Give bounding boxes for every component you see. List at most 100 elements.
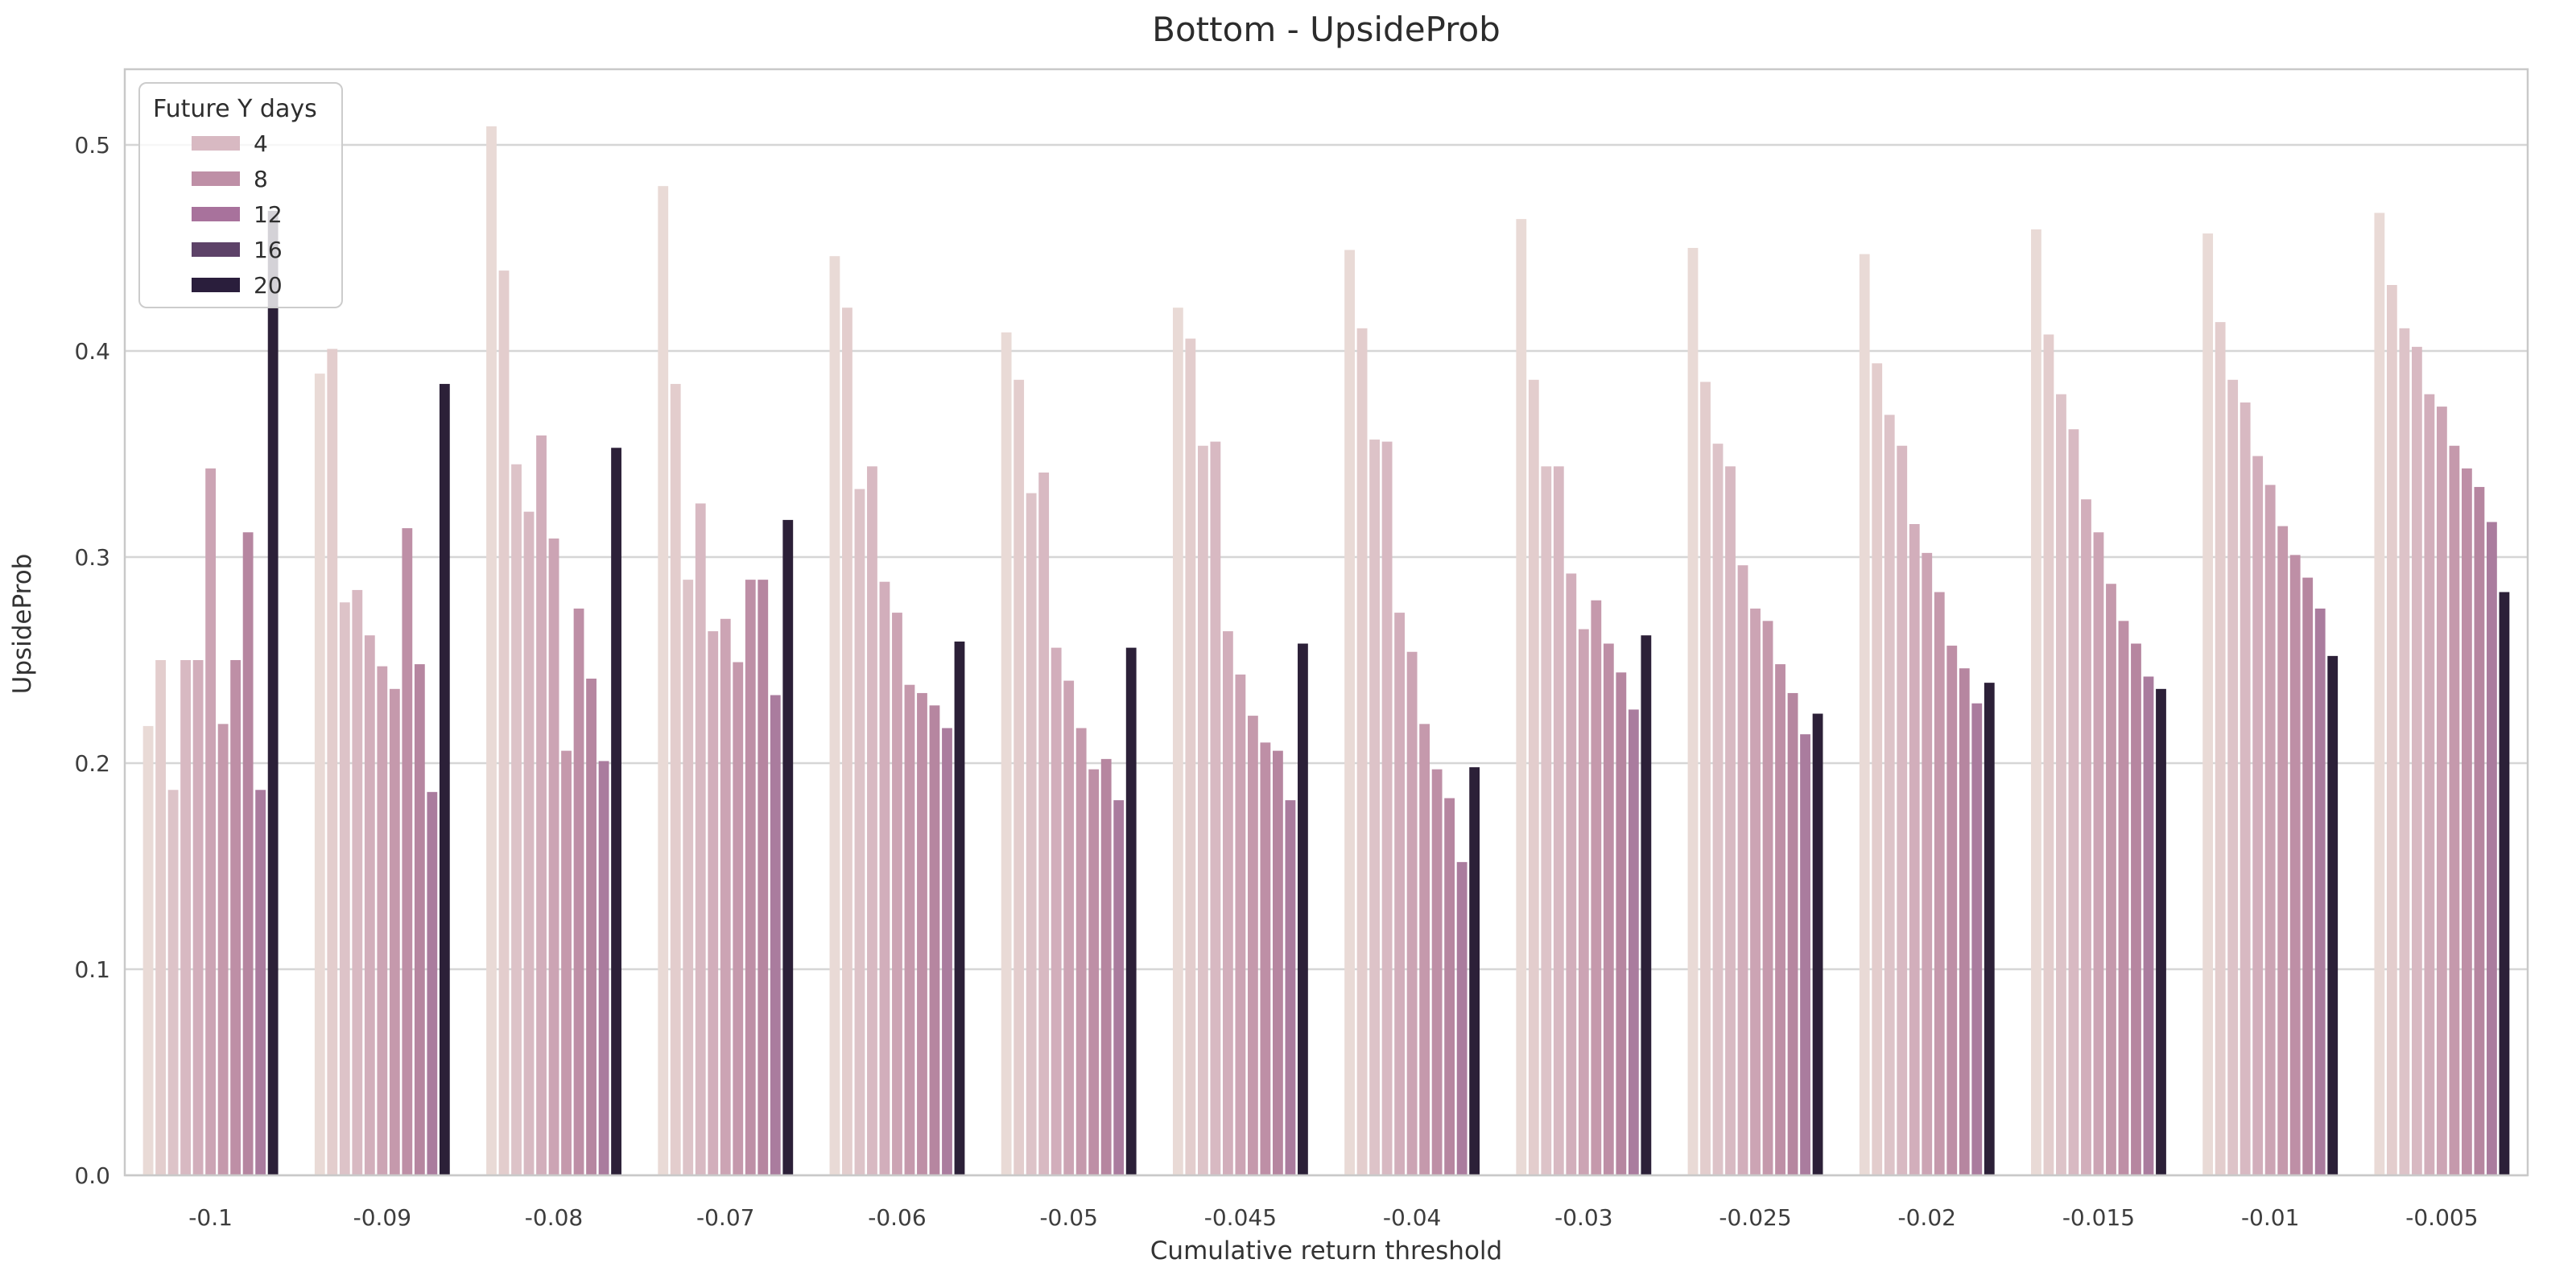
x-tick-label: -0.015 [2062, 1204, 2135, 1231]
bar [1369, 440, 1380, 1175]
bar [1628, 709, 1639, 1175]
bar [2289, 555, 2301, 1175]
bar [1419, 724, 1430, 1175]
legend-swatch [192, 242, 240, 257]
series-2 [155, 270, 2397, 1176]
bar [2131, 643, 2141, 1175]
bar [683, 580, 694, 1175]
bar [1235, 674, 1246, 1175]
bar [2118, 621, 2129, 1175]
bar [1431, 769, 1443, 1175]
bar [2277, 526, 2289, 1175]
legend-swatch [192, 207, 240, 221]
bar [205, 468, 217, 1175]
bar [1897, 445, 1908, 1175]
bar [314, 374, 325, 1175]
bar [1100, 758, 1112, 1175]
bar [1812, 713, 1823, 1175]
bar [1750, 608, 1761, 1175]
bar [523, 511, 535, 1175]
bar [1775, 664, 1785, 1175]
bar [782, 519, 794, 1175]
y-tick-labels: 0.0 0.1 0.2 0.3 0.4 0.5 [74, 132, 110, 1189]
bar [2436, 407, 2447, 1175]
bar [2374, 213, 2385, 1175]
bar [414, 664, 425, 1175]
bar [2106, 584, 2116, 1175]
bar [2327, 655, 2339, 1175]
legend-label: 8 [254, 166, 268, 192]
legend-swatch [192, 136, 240, 151]
x-tick-label: -0.09 [353, 1204, 411, 1231]
bar [327, 349, 338, 1175]
bar [611, 448, 621, 1175]
bar [2031, 229, 2041, 1175]
bar [954, 641, 965, 1175]
x-tick-label: -0.025 [1719, 1204, 1791, 1231]
bar [377, 666, 388, 1175]
legend-box [138, 82, 343, 308]
bar [2081, 499, 2091, 1175]
bar [180, 659, 191, 1175]
legend-label: 4 [254, 130, 268, 157]
bar [1013, 379, 1025, 1175]
bar [1344, 250, 1355, 1176]
bar [573, 608, 584, 1175]
bar [1469, 767, 1480, 1175]
bar [2411, 346, 2422, 1176]
y-tick-label: 0.4 [74, 338, 110, 365]
bar [1247, 716, 1258, 1175]
bar [1934, 592, 1945, 1175]
series-7 [217, 445, 2460, 1175]
bar [917, 692, 927, 1175]
bar [929, 705, 940, 1175]
bar [142, 725, 154, 1175]
plot-border [123, 68, 2529, 1177]
legend-label: 16 [254, 237, 283, 263]
bar [586, 679, 597, 1175]
bar [1787, 692, 1798, 1175]
y-tick-label: 0.2 [74, 750, 110, 777]
bar [548, 538, 559, 1175]
series-6 [205, 407, 2447, 1175]
series-5 [192, 394, 2435, 1176]
bar [1381, 441, 1393, 1175]
bar [1394, 613, 1406, 1175]
bar [1700, 382, 1711, 1175]
bar [1185, 338, 1196, 1175]
bar [2056, 394, 2066, 1176]
bar [2143, 676, 2154, 1175]
bar [942, 728, 952, 1175]
bar [658, 186, 669, 1175]
series-9 [242, 486, 2485, 1175]
bar [1884, 415, 1895, 1175]
x-tick-labels: -0.1 -0.09 -0.08 -0.07 -0.06 -0.05 -0.045 -0.04… [188, 1204, 2478, 1231]
bar [1859, 254, 1870, 1175]
y-axis-label: UpsideProb [8, 553, 37, 695]
bar [1687, 247, 1699, 1176]
y-tick-label: 0.1 [74, 956, 110, 983]
series-20 [267, 210, 2510, 1175]
bar [389, 688, 400, 1175]
legend-swatch [192, 171, 240, 186]
bar [758, 580, 769, 1175]
bar [1922, 552, 1933, 1175]
gridlines [125, 143, 2528, 1177]
y-tick-label: 0.0 [74, 1162, 110, 1189]
bar [2264, 485, 2276, 1175]
bar [511, 464, 522, 1175]
bar [217, 724, 229, 1175]
y-tick-label: 0.5 [74, 132, 110, 159]
bar [2424, 394, 2435, 1176]
series-3 [167, 328, 2410, 1176]
bar [2202, 233, 2214, 1176]
bar [1737, 565, 1748, 1175]
bar [498, 270, 510, 1175]
bar [892, 613, 902, 1175]
bar [904, 684, 915, 1175]
bar [1172, 308, 1183, 1175]
bar [155, 659, 166, 1175]
bar [1210, 441, 1221, 1175]
